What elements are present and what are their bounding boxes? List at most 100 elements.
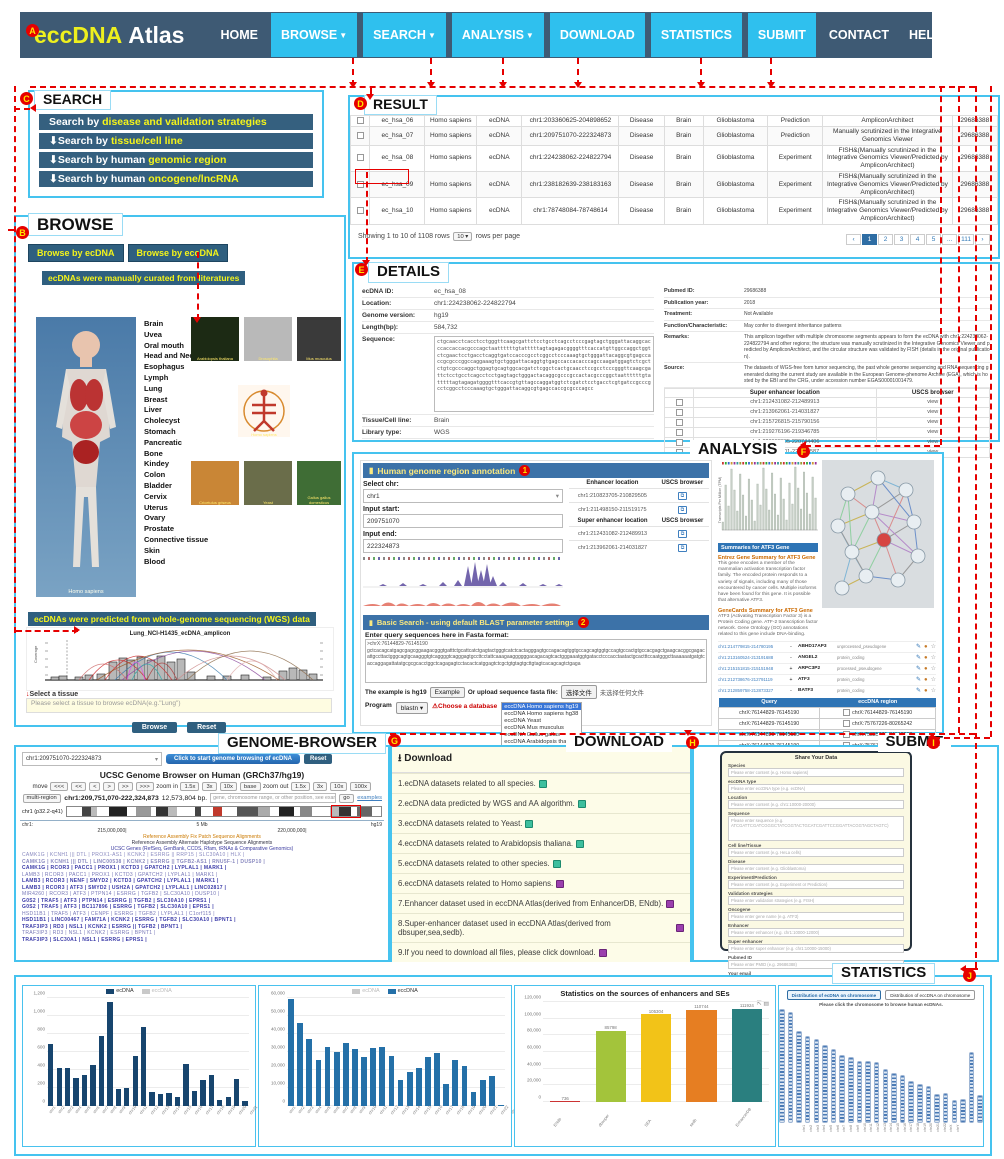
bar[interactable] [73,1078,79,1106]
search-option-1[interactable]: Search by disease and validation strateg… [39,114,313,130]
ucsc-link-icon[interactable]: ⧉ [677,529,688,538]
bar[interactable] [191,1091,198,1106]
row-checkbox[interactable] [356,117,364,124]
blast-query-textarea[interactable]: >chrX:76144829-76145190 gctcacagcatgagcg… [365,639,707,683]
species-tile-yeast[interactable]: Yeast [244,461,292,505]
pmid-link[interactable]: 29686388 [951,114,999,128]
chr-select[interactable]: chr1 ▾ [363,489,563,503]
go-button[interactable]: go [339,793,354,803]
organ-label[interactable]: Ovary [144,513,166,523]
row-checkbox[interactable] [356,180,364,188]
se-checkbox[interactable] [675,438,683,446]
input-start-field[interactable]: 209751070 [363,514,563,528]
species-tile-homo-sapiens[interactable]: Homo sapiens [238,385,290,437]
ecdna-id-link[interactable]: ec_hsa_06 [369,114,426,128]
bar[interactable] [731,1008,762,1102]
chromosome-strip[interactable] [813,1039,820,1123]
nav-item-statistics[interactable]: STATISTICS [650,13,742,57]
organ-label[interactable]: Lung [144,383,163,393]
submit-field-input-species[interactable]: Please enter content (e.g. Homo sapiens) [728,768,904,777]
bar[interactable] [149,1092,155,1106]
chromosome-strip[interactable] [968,1051,975,1123]
download-item[interactable]: 5.eccDNA datasets related to other speci… [392,853,690,873]
genecards-heading[interactable]: GeneCards Summary for ATF3 Gene [718,607,813,614]
organ-label[interactable]: Uvea [144,329,162,339]
bar[interactable] [107,1001,113,1106]
db-option[interactable]: eccDNA Mus musculus [504,724,564,731]
bar[interactable] [388,1055,395,1106]
move-button[interactable]: < [89,782,101,791]
nav-item-download[interactable]: DOWNLOAD [549,13,645,57]
submit-field-input-enhancer[interactable]: Please enter enhancer (e.g. chr1:10000-1… [728,928,904,937]
ecdna-id-link[interactable]: ec_hsa_07 [369,126,426,146]
chromosome-strip[interactable] [960,1098,966,1123]
page-button-4[interactable]: 4 [910,233,926,245]
submit-field-input-validation-strategies[interactable]: Please enter validation strategies (e.g.… [728,896,904,905]
pubmed-link[interactable]: 29686388 [744,288,767,294]
download-item[interactable]: 1.ecDNA datasets related to all species. [392,773,690,793]
human-anatomy-image[interactable]: Homo sapiens [36,317,136,597]
browse-tab-2[interactable]: Browse by eccDNA [127,244,229,262]
star-icon[interactable]: ☆ [930,677,936,684]
bar[interactable] [90,1065,96,1106]
move-button[interactable]: >> [117,782,133,791]
move-button[interactable]: > [103,782,115,791]
gene-location-link[interactable]: chr1:214779815-214780195 [718,644,774,650]
chromosome-strip[interactable] [787,1012,794,1123]
search-option-2[interactable]: ⬇Search by tissue/cell line [39,133,313,149]
bar[interactable] [141,1026,147,1106]
row-checkbox[interactable] [356,131,364,139]
row-checkbox[interactable] [356,154,364,162]
ucsc-link-icon[interactable]: ⧉ [677,491,688,500]
submit-field-input-experiment-prediction[interactable]: Please enter content (e.g. Experiment or… [728,880,904,889]
organ-label[interactable]: Cholecyst [144,416,180,426]
gene-location-link[interactable]: chr1:213160524-213191688 [718,655,774,661]
zoom-out-button[interactable]: 3x [312,782,328,791]
choose-file-button[interactable]: 选择文件 [560,685,597,699]
bar[interactable] [297,1023,304,1106]
organ-label[interactable]: Uterus [144,502,168,512]
chromosome-strip[interactable] [804,1035,811,1123]
chromosome-strip[interactable] [925,1086,932,1123]
organ-label[interactable]: Prostate [144,524,175,534]
organ-label[interactable]: Bone [144,448,163,458]
bar[interactable] [115,1089,122,1106]
download-item[interactable]: 8.Super-enhancer dataset used in eccDNA … [392,913,690,942]
bar[interactable] [242,1101,248,1106]
chromosome-strip[interactable] [934,1094,940,1123]
submit-field-input-disease[interactable]: Please enter content (e.g. Glioblastoma) [728,864,904,873]
download-item[interactable]: 6.eccDNA datasets related to Homo sapien… [392,873,690,893]
bar[interactable] [443,1083,450,1106]
download-item[interactable]: 9.If you need to download all files, ple… [392,942,690,962]
bar[interactable] [48,1043,54,1106]
chromosome-strip[interactable] [856,1060,863,1123]
bar[interactable] [342,1043,349,1106]
organ-label[interactable]: Liver [144,405,162,415]
nav-item-submit[interactable]: SUBMIT [747,13,816,57]
se-checkbox[interactable] [675,418,683,426]
chart-toolbar-icons[interactable]: ⇱ ▤ [756,1001,769,1007]
bar[interactable] [461,1065,468,1106]
toggle-button-1[interactable]: Distribution of ecDNA on chromosome [786,990,882,1000]
submit-field-input-oncogene[interactable]: Please enter gene name (e.g. ATF3) [728,912,904,921]
se-checkbox[interactable] [675,428,683,436]
db-option[interactable]: eccDNA Homo sapiens hg38 [504,710,579,717]
chromosome-strip[interactable] [839,1054,845,1123]
bar[interactable] [56,1068,62,1106]
zoom-out-button[interactable]: 10x [330,782,348,791]
bar[interactable] [640,1014,672,1102]
examples-link[interactable]: examples [357,795,382,801]
bar[interactable] [98,1036,105,1106]
move-button[interactable]: << [71,782,87,791]
download-item[interactable]: 2.ecDNA data predicted by WGS and AA alg… [392,793,690,813]
download-item[interactable]: 7.Enhancer dataset used in eccDNA Atlas(… [392,893,690,913]
bar[interactable] [470,1091,477,1106]
page-button-111[interactable]: 111 [958,233,974,245]
organ-label[interactable]: Kindey [144,459,170,469]
organ-label[interactable]: Oral mouth [144,340,185,350]
page-button-...[interactable]: ... [942,233,958,245]
star-icon[interactable]: ☆ [930,655,936,662]
bar[interactable] [225,1097,231,1106]
bar[interactable] [208,1074,215,1106]
bar[interactable] [132,1055,138,1106]
